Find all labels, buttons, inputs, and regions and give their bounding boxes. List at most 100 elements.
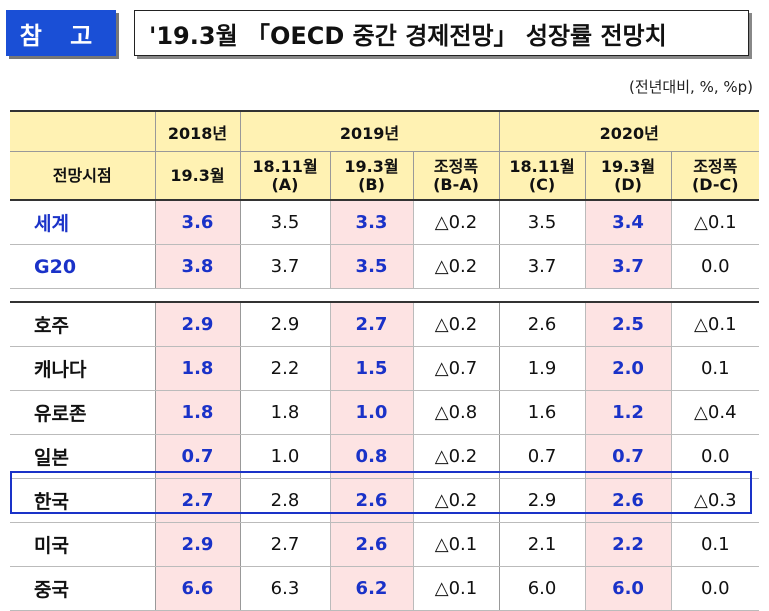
cell-d: 0.7	[584, 434, 672, 479]
corner-cell	[10, 110, 155, 152]
col-c-top: 18.11월	[509, 156, 575, 176]
cell-d: 3.7	[584, 244, 672, 289]
cell-2018: 2.9	[154, 522, 240, 567]
cell-2018: 1.8	[154, 346, 240, 391]
col-a: 18.11월 (A)	[239, 151, 330, 201]
cell-b: 2.6	[329, 478, 413, 523]
cell-c: 3.7	[498, 244, 586, 289]
unit-note: (전년대비, %, %p)	[628, 78, 753, 96]
col-c-bot: (C)	[528, 174, 556, 194]
row-label: 세계	[10, 200, 155, 245]
cell-a: 2.7	[239, 522, 330, 567]
year-2018-header: 2018년	[154, 110, 240, 152]
table-row: 유로존 1.8 1.8 1.0 △0.8 1.6 1.2 △0.4	[10, 390, 760, 435]
row-label: 유로존	[10, 390, 155, 435]
cell-2018: 3.8	[154, 244, 240, 289]
col-ba-top: 조정폭	[433, 156, 479, 176]
cell-a: 2.9	[239, 302, 330, 347]
table-row: G20 3.8 3.7 3.5 △0.2 3.7 3.7 0.0	[10, 244, 760, 289]
cell-c: 3.5	[498, 200, 586, 245]
col-b-bot: (B)	[358, 174, 385, 194]
row-label: 캐나다	[10, 346, 155, 391]
cell-dc: 0.0	[670, 244, 760, 289]
cell-dc: △0.1	[670, 200, 760, 245]
cell-d: 2.0	[584, 346, 672, 391]
col-a-top: 18.11월	[252, 156, 318, 176]
col-ba: 조정폭 (B-A)	[412, 151, 500, 201]
col-d-top: 19.3월	[600, 156, 656, 176]
row-label: 미국	[10, 522, 155, 567]
col-b: 19.3월 (B)	[329, 151, 413, 201]
cell-2018: 1.8	[154, 390, 240, 435]
cell-dc: 0.1	[670, 346, 760, 391]
table-row: 한국 2.7 2.8 2.6 △0.2 2.9 2.6 △0.3	[10, 478, 760, 523]
cell-ba: △0.2	[412, 244, 500, 289]
cell-dc: △0.1	[670, 302, 760, 347]
col-2018-mar: 19.3월	[154, 151, 240, 201]
table-row: 호주 2.9 2.9 2.7 △0.2 2.6 2.5 △0.1	[10, 302, 760, 347]
cell-a: 1.0	[239, 434, 330, 479]
cell-2018: 2.9	[154, 302, 240, 347]
cell-b: 1.0	[329, 390, 413, 435]
cell-dc: 0.1	[670, 522, 760, 567]
table-row: 중국 6.6 6.3 6.2 △0.1 6.0 6.0 0.0	[10, 566, 760, 611]
col-c: 18.11월 (C)	[498, 151, 586, 201]
cell-c: 0.7	[498, 434, 586, 479]
table-row: 세계 3.6 3.5 3.3 △0.2 3.5 3.4 △0.1	[10, 200, 760, 245]
cell-d: 2.5	[584, 302, 672, 347]
table-row: 일본 0.7 1.0 0.8 △0.2 0.7 0.7 0.0	[10, 434, 760, 479]
cell-b: 3.5	[329, 244, 413, 289]
group-separator	[10, 288, 760, 303]
table-row: 캐나다 1.8 2.2 1.5 △0.7 1.9 2.0 0.1	[10, 346, 760, 391]
row-label: 한국	[10, 478, 155, 523]
cell-a: 2.2	[239, 346, 330, 391]
cell-b: 2.6	[329, 522, 413, 567]
cell-b: 2.7	[329, 302, 413, 347]
cell-a: 2.8	[239, 478, 330, 523]
row-label: 일본	[10, 434, 155, 479]
cell-d: 2.6	[584, 478, 672, 523]
cell-a: 1.8	[239, 390, 330, 435]
cell-dc: 0.0	[670, 434, 760, 479]
cell-2018: 3.6	[154, 200, 240, 245]
table-row: 미국 2.9 2.7 2.6 △0.1 2.1 2.2 0.1	[10, 522, 760, 567]
cell-a: 3.7	[239, 244, 330, 289]
year-2019-header: 2019년	[239, 110, 500, 152]
cell-2018: 0.7	[154, 434, 240, 479]
cell-ba: △0.8	[412, 390, 500, 435]
cell-ba: △0.7	[412, 346, 500, 391]
cell-d: 3.4	[584, 200, 672, 245]
cell-c: 1.6	[498, 390, 586, 435]
cell-d: 2.2	[584, 522, 672, 567]
cell-2018: 2.7	[154, 478, 240, 523]
cell-d: 1.2	[584, 390, 672, 435]
col-ba-bot: (B-A)	[433, 174, 479, 194]
col-d-bot: (D)	[614, 174, 642, 194]
col-dc: 조정폭 (D-C)	[670, 151, 760, 201]
cell-b: 1.5	[329, 346, 413, 391]
row-label: 호주	[10, 302, 155, 347]
col-a-bot: (A)	[271, 174, 299, 194]
cell-ba: △0.2	[412, 434, 500, 479]
col-dc-bot: (D-C)	[691, 174, 739, 194]
cell-2018: 6.6	[154, 566, 240, 611]
growth-forecast-table: 2018년 2019년 2020년 전망시점 19.3월 18.11월 (A) 1…	[10, 110, 760, 611]
forecast-point-header: 전망시점	[10, 151, 155, 201]
cell-a: 3.5	[239, 200, 330, 245]
cell-b: 3.3	[329, 200, 413, 245]
cell-ba: △0.1	[412, 522, 500, 567]
row-label: G20	[10, 244, 155, 289]
cell-c: 2.9	[498, 478, 586, 523]
cell-b: 0.8	[329, 434, 413, 479]
title-text: '19.3월 「OECD 중간 경제전망」 성장률 전망치	[149, 21, 667, 50]
cell-ba: △0.2	[412, 478, 500, 523]
page-title: '19.3월 「OECD 중간 경제전망」 성장률 전망치	[134, 10, 749, 56]
col-b-top: 19.3월	[344, 156, 399, 176]
cell-c: 2.1	[498, 522, 586, 567]
col-d: 19.3월 (D)	[584, 151, 672, 201]
reference-tag: 참 고	[6, 10, 116, 56]
cell-ba: △0.2	[412, 302, 500, 347]
cell-ba: △0.2	[412, 200, 500, 245]
cell-c: 2.6	[498, 302, 586, 347]
cell-dc: △0.4	[670, 390, 760, 435]
